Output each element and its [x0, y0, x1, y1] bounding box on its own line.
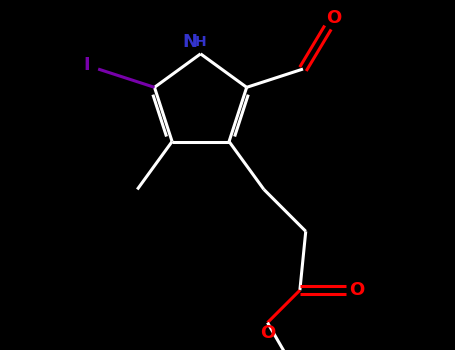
Text: O: O [326, 9, 341, 27]
Text: I: I [84, 56, 90, 74]
Text: N: N [182, 33, 197, 51]
Text: O: O [260, 324, 275, 342]
Text: O: O [349, 281, 364, 299]
Text: H: H [195, 35, 207, 49]
